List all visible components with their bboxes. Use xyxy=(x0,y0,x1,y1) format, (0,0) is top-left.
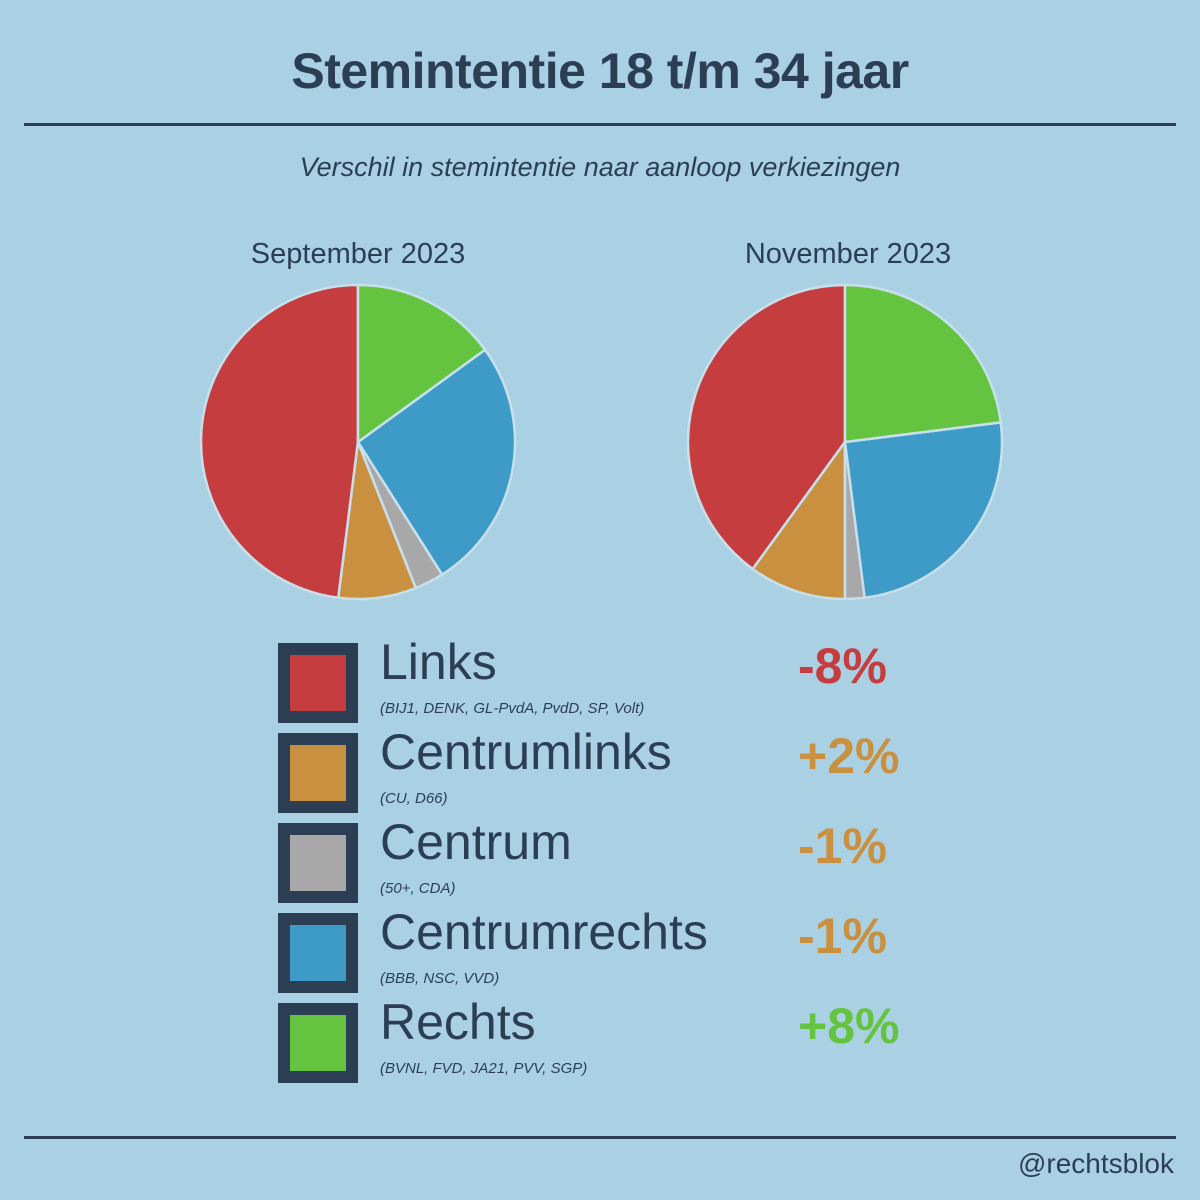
legend-parties-centrumlinks: (CU, D66) xyxy=(380,790,448,807)
legend-swatch-links xyxy=(278,643,358,723)
legend-change-centrumlinks: +2% xyxy=(798,728,900,784)
legend-name-centrumrechts: Centrumrechts xyxy=(380,904,708,960)
legend-name-rechts: Rechts xyxy=(380,994,536,1050)
pie-slice-rechts xyxy=(356,283,487,444)
legend-parties-centrumrechts: (BBB, NSC, VVD) xyxy=(380,970,500,987)
legend-name-centrum: Centrum xyxy=(380,814,572,870)
pie-slice-centrumlinks xyxy=(751,440,847,601)
legend-item-centrum: Centrum (50+, CDA) -1% xyxy=(278,814,978,907)
pie-slice-rechts xyxy=(843,283,1003,444)
pie-slice-centrumrechts xyxy=(843,421,1004,600)
legend-item-centrumrechts: Centrumrechts (BBB, NSC, VVD) -1% xyxy=(278,904,978,997)
legend-parties-rechts: (BVNL, FVD, JA21, PVV, SGP) xyxy=(380,1060,588,1077)
legend-swatch-centrumlinks xyxy=(278,733,358,813)
legend-swatch-rechts xyxy=(278,1003,358,1083)
legend-change-centrumrechts: -1% xyxy=(798,908,887,964)
legend-parties-centrum: (50+, CDA) xyxy=(380,880,456,897)
legend-name-links: Links xyxy=(380,634,497,690)
pie-chart-september xyxy=(199,283,517,601)
legend-swatch-centrumrechts xyxy=(278,913,358,993)
author-handle: @rechtsblok xyxy=(1017,1148,1174,1179)
bottom-divider xyxy=(24,1136,1176,1139)
page-subtitle: Verschil in stemintentie naar aanloop ve… xyxy=(299,152,901,182)
legend-item-rechts: Rechts (BVNL, FVD, JA21, PVV, SGP) +8% xyxy=(278,994,978,1087)
legend-item-links: Links (BIJ1, DENK, GL-PvdA, PvdD, SP, Vo… xyxy=(278,634,978,727)
page-title: Stemintentie 18 t/m 34 jaar xyxy=(291,43,909,99)
pie-slice-centrumrechts xyxy=(356,348,517,576)
legend-change-centrum: -1% xyxy=(798,818,887,874)
legend-change-links: -8% xyxy=(798,638,887,694)
pie-chart-november xyxy=(686,283,1004,601)
legend-item-centrumlinks: Centrumlinks (CU, D66) +2% xyxy=(278,724,978,817)
legend-parties-links: (BIJ1, DENK, GL-PvdA, PvdD, SP, Volt) xyxy=(380,700,645,717)
legend-swatch-centrum xyxy=(278,823,358,903)
legend-name-centrumlinks: Centrumlinks xyxy=(380,724,672,780)
legend-change-rechts: +8% xyxy=(798,998,900,1054)
pie-slice-links xyxy=(686,283,847,571)
pie-label-november: November 2023 xyxy=(744,238,952,270)
pie-slice-links xyxy=(199,283,360,600)
top-divider xyxy=(24,123,1176,126)
pie-label-september: September 2023 xyxy=(250,238,466,270)
